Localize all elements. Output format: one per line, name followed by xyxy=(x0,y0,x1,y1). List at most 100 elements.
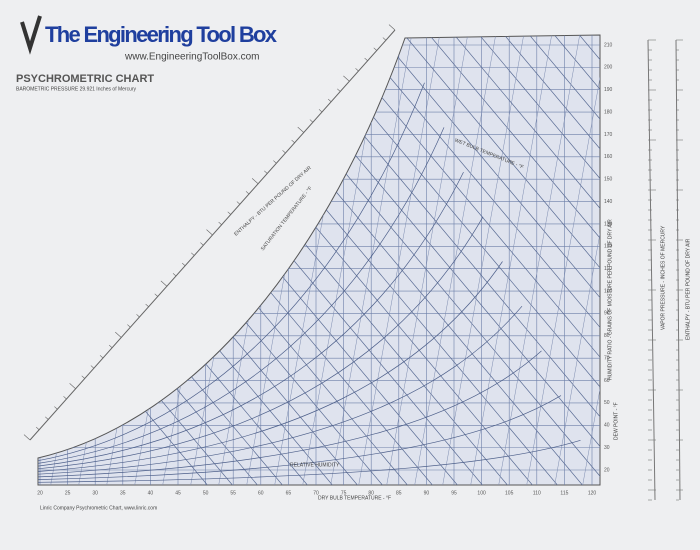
enthalpy-scale-tick xyxy=(355,68,359,72)
y-tick-label: 110 xyxy=(604,266,612,272)
x-tick-label: 70 xyxy=(313,490,319,496)
enthalpy-scale-tick xyxy=(127,324,131,328)
y-tick-label: 50 xyxy=(604,400,610,406)
enthalpy-scale-tick xyxy=(382,37,387,41)
wet-bulb-line xyxy=(399,35,600,485)
x-tick-label: 105 xyxy=(505,490,514,496)
y-tick-label: 130 xyxy=(604,221,613,227)
chart-subtitle: BAROMETRIC PRESSURE 29.921 Inches of Mer… xyxy=(16,86,137,92)
x-tick-label: 60 xyxy=(258,490,264,496)
y-tick-label: 90 xyxy=(604,311,610,317)
y-tick-label: 200 xyxy=(604,65,613,71)
wet-bulb-line xyxy=(349,35,600,485)
enthalpy-line xyxy=(327,35,419,485)
x-tick-label: 45 xyxy=(175,490,181,496)
enthalpy-scale-tick xyxy=(273,160,277,164)
rh-curve xyxy=(38,216,484,470)
wet-bulb-line xyxy=(474,35,600,485)
chart-area xyxy=(37,34,601,486)
enthalpy-scale-tick xyxy=(309,119,314,123)
enthalpy-scale-tick xyxy=(136,314,140,318)
enthalpy-scale-tick xyxy=(145,303,149,307)
enthalpy-scale-tick xyxy=(251,178,259,184)
wet-bulb-line xyxy=(524,35,600,485)
x-tick-label: 85 xyxy=(396,490,402,496)
x-tick-label: 80 xyxy=(368,490,374,496)
enthalpy-scale-tick xyxy=(191,252,195,256)
rh-label: RELATIVE HUMIDITY xyxy=(290,462,340,468)
rh-curve xyxy=(38,261,503,472)
x-tick-label: 100 xyxy=(477,490,486,496)
enthalpy-line xyxy=(467,35,559,485)
enthalpy-scale-tick xyxy=(282,150,286,154)
y-tick-label: 190 xyxy=(604,87,613,93)
chart-title: PSYCHROMETRIC CHART xyxy=(16,73,154,85)
dry-bulb-label: DRY BULB TEMPERATURE - °F xyxy=(318,495,391,501)
vapor-label: VAPOR PRESSURE - INCHES OF MERCURY xyxy=(660,225,666,330)
wet-bulb-line xyxy=(374,35,600,485)
enthalpy-scale-tick xyxy=(343,75,350,82)
enthalpy-line xyxy=(579,35,600,485)
footer: Linric Company Psychrometric Chart, www.… xyxy=(40,505,157,511)
wet-bulb-line xyxy=(38,35,221,485)
enthalpy-line xyxy=(383,35,475,485)
enthalpy-scale-tick xyxy=(236,201,241,205)
wet-bulb-line xyxy=(324,35,600,485)
x-tick-label: 55 xyxy=(230,490,236,496)
enthalpy-scale-tick xyxy=(206,229,213,236)
rh-curve xyxy=(38,127,445,464)
x-tick-label: 40 xyxy=(148,490,154,496)
rh-curve xyxy=(38,305,523,475)
y-tick-label: 140 xyxy=(604,199,613,205)
enthalpy-scale-tick xyxy=(364,57,368,61)
x-tick-label: 75 xyxy=(341,490,347,496)
rh-curve xyxy=(38,439,581,483)
x-tick-label: 50 xyxy=(203,490,209,496)
enthalpy-right-label: ENTHALPY - BTU PER POUND OF DRY AIR xyxy=(685,238,691,340)
y-tick-label: 170 xyxy=(604,132,613,138)
enthalpy-scale-tick xyxy=(45,416,49,420)
y-tick-label: 20 xyxy=(604,467,610,473)
enthalpy-scale-tick xyxy=(218,221,222,225)
y-tick-label: 40 xyxy=(604,423,610,429)
enthalpy-scale-tick xyxy=(264,170,268,174)
y-tick-label: 150 xyxy=(604,177,613,183)
x-tick-label: 65 xyxy=(286,490,292,496)
enthalpy-scale-tick xyxy=(227,211,231,215)
enthalpy-scale-tick xyxy=(297,126,304,133)
url: www.EngineeringToolBox.com xyxy=(124,52,260,63)
enthalpy-scale-tick xyxy=(35,426,40,430)
enthalpy-scale-tick xyxy=(200,242,204,246)
enthalpy-line xyxy=(495,35,587,485)
enthalpy-scale-tick xyxy=(69,383,76,389)
enthalpy-scale-tick xyxy=(373,47,377,51)
wet-bulb-line xyxy=(449,35,600,485)
y-tick-label: 80 xyxy=(604,333,610,339)
y-tick-label: 210 xyxy=(604,42,613,48)
dew-point-label: DEW POINT - °F xyxy=(613,402,619,440)
logo-mark xyxy=(20,15,42,55)
x-tick-label: 35 xyxy=(120,490,126,496)
enthalpy-scale-tick xyxy=(115,331,122,338)
y-tick-label: 120 xyxy=(604,244,613,250)
enthalpy-line xyxy=(551,35,600,485)
y-tick-label: 160 xyxy=(604,154,613,160)
enthalpy-scale-tick xyxy=(318,109,323,113)
wet-bulb-line xyxy=(499,35,600,485)
x-tick-label: 110 xyxy=(533,490,541,496)
enthalpy-line xyxy=(523,35,600,485)
x-tick-label: 25 xyxy=(65,490,71,496)
x-tick-label: 120 xyxy=(588,490,597,496)
enthalpy-line xyxy=(439,35,531,485)
enthalpy-scale-tick xyxy=(245,191,250,195)
enthalpy-scale-tick xyxy=(181,262,186,266)
enthalpy-scale-tick xyxy=(23,434,31,441)
rh-curve xyxy=(38,82,425,462)
rh-curve xyxy=(38,350,542,478)
enthalpy-scale-tick xyxy=(108,344,113,348)
rh-curve xyxy=(38,171,464,467)
y-tick-label: 30 xyxy=(604,445,610,451)
enthalpy-scale-tick xyxy=(81,375,85,379)
enthalpy-scale-tick xyxy=(99,355,104,359)
